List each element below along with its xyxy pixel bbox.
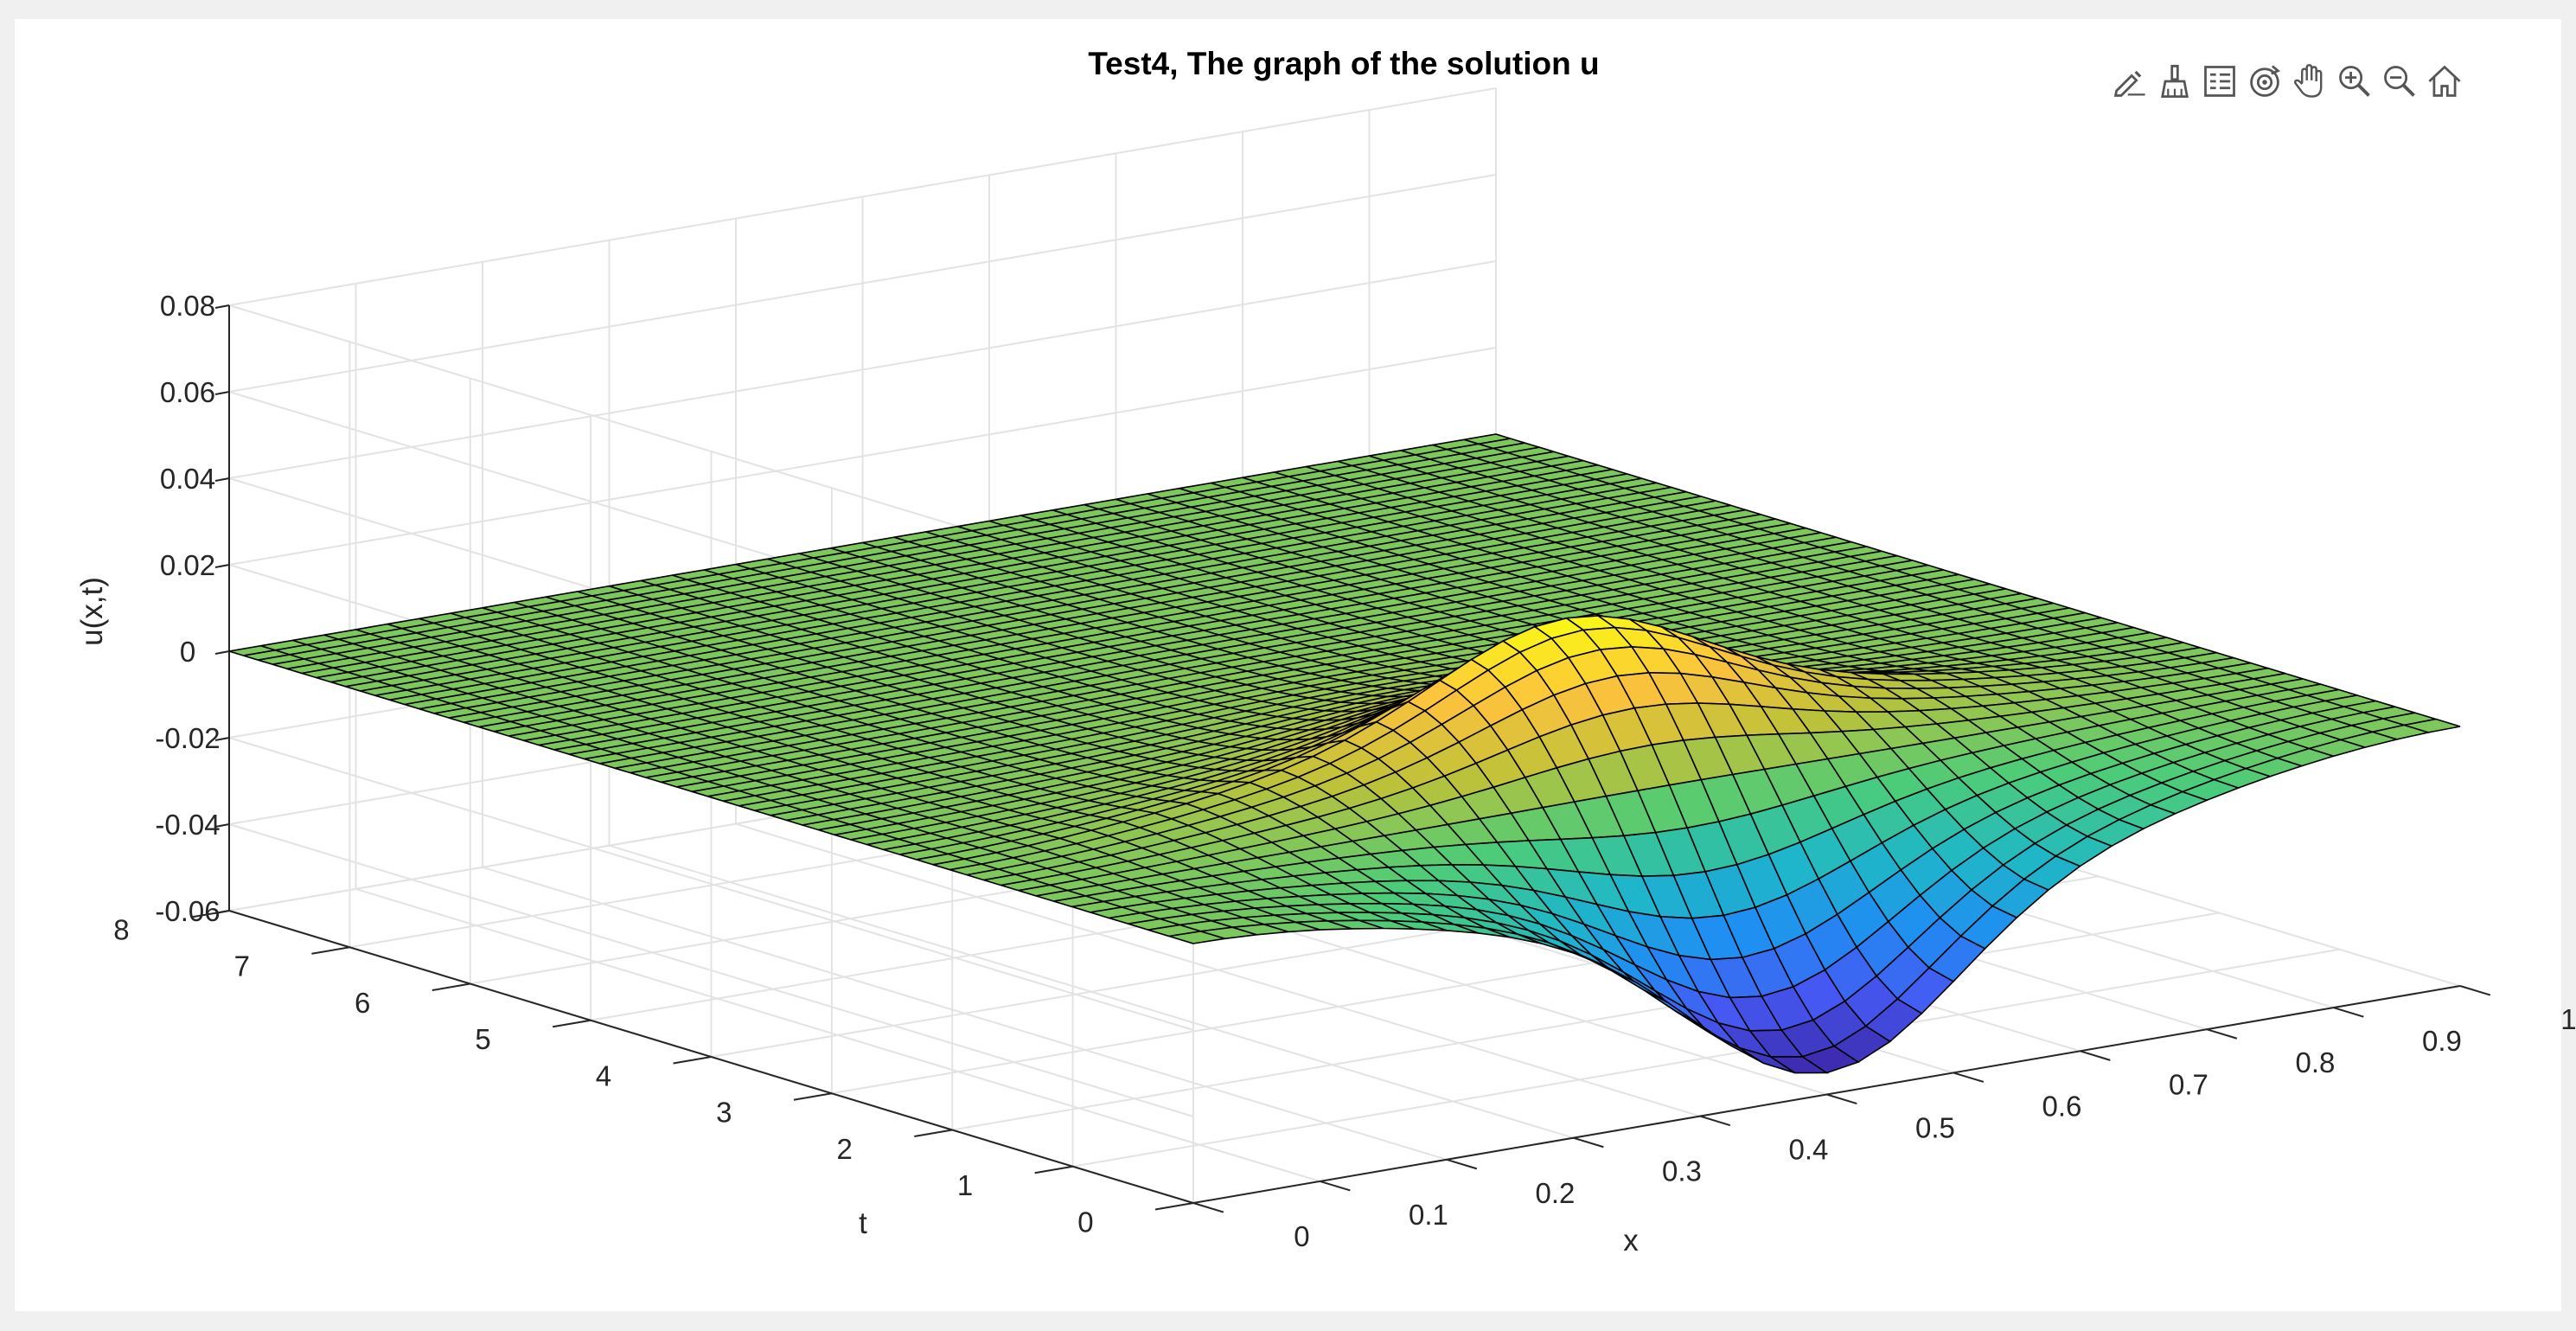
t-tick-label: 2 — [837, 1133, 853, 1165]
z-tick-mark — [214, 564, 230, 568]
t-tick-mark — [1154, 1202, 1194, 1211]
surface-patch[interactable] — [2404, 718, 2461, 733]
t-tick-mark — [1034, 1165, 1073, 1174]
z-tick-mark — [214, 737, 230, 741]
tick-labels: 0 0.1 0.2 0.3 0.4 0.5 0.6 0.7 0.8 0.9 1 0 1 2 3 4 5 6 7 8 -0… — [113, 290, 2576, 1252]
z-tick-mark — [214, 823, 230, 828]
brush-icon — [2161, 65, 2189, 98]
t-tick-label: 0 — [1077, 1206, 1093, 1238]
edit-plot-icon — [2113, 70, 2145, 97]
x-tick-mark — [1953, 1072, 1985, 1083]
pan-hand-icon — [2294, 64, 2323, 98]
z-tick-label: 0.08 — [160, 290, 215, 322]
x-tick-label: 0 — [1294, 1220, 1309, 1252]
z-tick-mark — [214, 304, 230, 309]
z-tick-mark — [214, 391, 230, 395]
x-tick-mark — [2459, 985, 2491, 996]
t-tick-mark — [311, 946, 350, 955]
x-tick-label: 0.2 — [1536, 1177, 1576, 1209]
back-grid-z — [228, 174, 1497, 393]
t-tick-label: 1 — [957, 1169, 973, 1201]
brush-button[interactable] — [2152, 57, 2197, 106]
zoom-out-button[interactable] — [2377, 57, 2422, 106]
x-tick-label: 0.5 — [1915, 1112, 1955, 1144]
z-tick-mark — [214, 910, 230, 914]
floor-grid-t — [952, 912, 2220, 1131]
legend-icon — [2204, 66, 2235, 97]
t-tick-mark — [914, 1129, 953, 1138]
t-tick-label: 7 — [234, 950, 250, 982]
z-tick-mark — [214, 650, 230, 655]
edit-plot-button[interactable] — [2107, 57, 2152, 106]
surface-mesh[interactable] — [228, 433, 2461, 1074]
home-button[interactable] — [2422, 57, 2467, 106]
x-axis-label: x — [1623, 1224, 1639, 1257]
x-tick-label: 0.1 — [1409, 1199, 1448, 1231]
z-tick-label: -0.06 — [155, 895, 220, 927]
t-tick-mark — [793, 1092, 833, 1101]
t-tick-mark — [431, 982, 470, 992]
pan-button[interactable] — [2287, 57, 2332, 106]
z-tick-mark — [214, 477, 230, 482]
t-tick-label: 8 — [113, 913, 129, 945]
t-tick-label: 5 — [475, 1023, 490, 1055]
zoom-out-icon — [2384, 66, 2415, 97]
x-tick-mark — [2080, 1050, 2111, 1061]
x-tick-mark — [1699, 1115, 1731, 1127]
back-grid-z — [228, 347, 1497, 566]
x-tick-mark — [1192, 1202, 1224, 1213]
t-axis-label: t — [859, 1206, 867, 1240]
x-tick-label: 0.3 — [1662, 1155, 1702, 1187]
x-tick-mark — [2206, 1028, 2238, 1040]
zoom-in-icon — [2339, 66, 2370, 97]
back-grid-z — [228, 260, 1497, 479]
x-tick-label: 0.9 — [2422, 1025, 2462, 1057]
z-tick-label: -0.04 — [155, 809, 220, 841]
t-tick-label: 6 — [355, 987, 370, 1019]
z-tick-label: -0.02 — [155, 722, 220, 754]
x-tick-mark — [1826, 1093, 1857, 1105]
chart-title: Test4, The graph of the solution u — [1088, 46, 1599, 81]
home-icon — [2428, 65, 2461, 97]
t-tick-label: 4 — [596, 1059, 611, 1091]
legend-button[interactable] — [2197, 57, 2242, 106]
x-tick-label: 0.4 — [1789, 1134, 1829, 1166]
z-tick-label: 0 — [180, 636, 195, 668]
t-tick-mark — [553, 1019, 591, 1028]
x-tick-label: 0.8 — [2296, 1046, 2336, 1078]
zoom-in-button[interactable] — [2332, 57, 2377, 106]
z-tick-label: 0.06 — [160, 376, 215, 408]
rotate-3d-button[interactable] — [2242, 57, 2287, 106]
t-tick-mark — [673, 1056, 712, 1065]
u-axis-label: u(x,t) — [75, 577, 109, 646]
floor-grid-t — [1072, 948, 2340, 1168]
back-grid-z — [228, 87, 1497, 306]
x-tick-label: 0.7 — [2169, 1068, 2208, 1100]
x-tick-label: 1 — [2560, 1003, 2576, 1035]
side-grid-z — [228, 737, 1194, 1031]
x-tick-label: 0.6 — [2042, 1090, 2082, 1122]
z-tick-label: 0.04 — [160, 463, 215, 495]
z-tick-label: 0.02 — [160, 549, 215, 581]
x-tick-mark — [1446, 1158, 1478, 1170]
side-grid-z — [228, 823, 1194, 1117]
t-tick-label: 3 — [716, 1097, 732, 1129]
rotate-3d-icon — [2250, 65, 2281, 97]
x-tick-mark — [2333, 1007, 2364, 1018]
axes-toolbar — [2107, 57, 2467, 106]
x-tick-mark — [1320, 1180, 1351, 1192]
x-tick-mark — [1573, 1136, 1604, 1149]
